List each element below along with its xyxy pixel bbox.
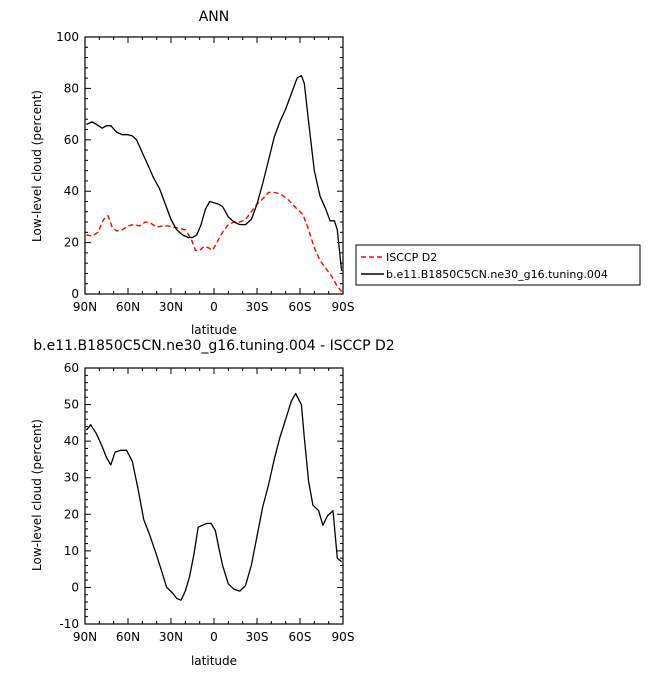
x-tick-label: 60S bbox=[289, 300, 312, 314]
y-tick-label: 30 bbox=[64, 471, 79, 485]
x-tick-label: 90N bbox=[73, 630, 97, 644]
x-tick-label: 0 bbox=[210, 300, 218, 314]
x-tick-label: 60S bbox=[289, 630, 312, 644]
top-chart-ticks: 90N 60N 30N 0 30S 60S 90S 0 20 40 60 80 100 bbox=[56, 30, 354, 314]
y-tick-label: 100 bbox=[56, 30, 79, 44]
x-tick-label: 0 bbox=[210, 630, 218, 644]
series-line-isccp bbox=[86, 191, 343, 292]
x-tick-label: 60N bbox=[116, 300, 140, 314]
legend: ISCCP D2 b.e11.B1850C5CN.ne30_g16.tuning.… bbox=[355, 244, 641, 286]
top-chart-plot-area bbox=[84, 36, 344, 295]
y-tick-label: 0 bbox=[71, 287, 79, 301]
y-tick-label: 60 bbox=[64, 133, 79, 147]
y-tick-label: -10 bbox=[59, 617, 79, 631]
top-chart-xlabel: latitude bbox=[191, 323, 237, 337]
plot-frame bbox=[84, 367, 344, 625]
series-line-model bbox=[86, 74, 343, 271]
y-tick-label: 40 bbox=[64, 184, 79, 198]
x-tick-label: 90S bbox=[332, 300, 355, 314]
y-tick-label: 20 bbox=[64, 236, 79, 250]
bottom-chart-xlabel: latitude bbox=[191, 654, 237, 668]
plot-frame bbox=[84, 36, 344, 295]
bottom-chart-plot-area bbox=[84, 367, 344, 625]
x-tick-label: 30N bbox=[159, 300, 183, 314]
difference-series-line bbox=[85, 392, 343, 601]
y-tick-label: 20 bbox=[64, 507, 79, 521]
x-tick-label: 60N bbox=[116, 630, 140, 644]
legend-box bbox=[355, 244, 641, 286]
x-tick-label: 90N bbox=[73, 300, 97, 314]
top-chart-title: ANN bbox=[199, 9, 230, 25]
legend-label: b.e11.B1850C5CN.ne30_g16.tuning.004 bbox=[386, 268, 608, 281]
y-tick-label: 10 bbox=[64, 544, 79, 558]
bottom-chart-ylabel: Low-level cloud (percent) bbox=[30, 419, 44, 571]
x-tick-label: 30S bbox=[246, 300, 269, 314]
x-tick-label: 30S bbox=[246, 630, 269, 644]
y-tick-label: 60 bbox=[64, 361, 79, 375]
y-tick-label: 50 bbox=[64, 398, 79, 412]
top-panel: ANN Low-level cloud (percent) latitude 9… bbox=[30, 9, 641, 337]
bottom-chart-ticks: 90N 60N 30N 0 30S 60S 90S -10 0 10 20 30 40 50 60 bbox=[59, 361, 354, 644]
x-tick-label: 90S bbox=[332, 630, 355, 644]
legend-label: ISCCP D2 bbox=[386, 251, 437, 264]
y-tick-label: 80 bbox=[64, 81, 79, 95]
y-tick-label: 40 bbox=[64, 434, 79, 448]
top-chart-ylabel: Low-level cloud (percent) bbox=[30, 90, 44, 242]
x-tick-label: 30N bbox=[159, 630, 183, 644]
bottom-panel: b.e11.B1850C5CN.ne30_g16.tuning.004 - IS… bbox=[30, 338, 395, 668]
y-tick-label: 0 bbox=[71, 580, 79, 594]
bottom-chart-title: b.e11.B1850C5CN.ne30_g16.tuning.004 - IS… bbox=[33, 338, 394, 354]
